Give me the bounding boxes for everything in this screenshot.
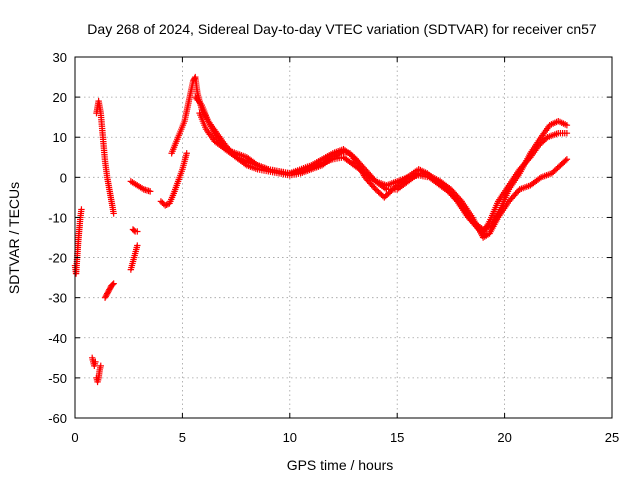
series-arc-12 [196, 109, 571, 241]
y-axis-label: SDTVAR / TECUs [6, 182, 22, 294]
data-point [110, 280, 117, 287]
series-arc-2 [88, 354, 99, 370]
data-point [162, 202, 169, 209]
data-point [78, 206, 85, 213]
data-point [542, 135, 550, 142]
data-point [563, 121, 571, 129]
grid [75, 57, 612, 418]
x-tick-label: 10 [283, 430, 297, 445]
series-arc-3 [93, 362, 104, 386]
data-point [110, 210, 117, 217]
x-tick-label: 25 [605, 430, 619, 445]
series-arc-11 [192, 93, 571, 233]
series-arc-8 [127, 178, 154, 195]
data-series [71, 73, 571, 386]
y-tick-label: -10 [48, 210, 67, 225]
y-tick-label: -50 [48, 371, 67, 386]
series-arc-6 [127, 242, 141, 273]
series-arc-4 [93, 97, 117, 217]
y-tick-label: 0 [60, 170, 67, 185]
y-tick-label: 30 [53, 50, 67, 65]
data-point [92, 358, 99, 366]
data-point [183, 150, 190, 157]
y-tick-label: -60 [48, 411, 67, 426]
x-axis-label: GPS time / hours [287, 457, 394, 473]
data-point [457, 196, 464, 204]
y-tick-label: -40 [48, 331, 67, 346]
y-tick-label: -30 [48, 291, 67, 306]
data-point [134, 242, 141, 249]
data-point [146, 188, 154, 195]
x-tick-label: 20 [497, 430, 511, 445]
plot-frame [74, 56, 613, 419]
data-point [371, 184, 378, 192]
data-point [130, 227, 138, 234]
data-point [562, 157, 569, 164]
y-tick-label: 20 [53, 90, 67, 105]
series-arc-5 [101, 280, 117, 301]
data-point [563, 130, 571, 137]
data-point [134, 228, 141, 235]
x-tick-label: 15 [390, 430, 404, 445]
axis-ticks: 0 5 10 15 20 25 -60 -50 -40 -30 -20 -10 0 10 20 30 [48, 50, 619, 445]
data-point [163, 201, 170, 208]
y-tick-label: 10 [53, 130, 67, 145]
x-tick-label: 0 [71, 430, 78, 445]
data-point [563, 156, 571, 163]
chart-title: Day 268 of 2024, Sidereal Day-to-day VTE… [87, 21, 597, 37]
series-arc-1 [71, 206, 85, 277]
data-point [97, 362, 104, 370]
x-tick-label: 5 [179, 430, 186, 445]
series-arc-7 [129, 226, 141, 235]
series-arc-10 [168, 73, 571, 237]
y-tick-label: -20 [48, 251, 67, 266]
series-arc-9 [157, 150, 190, 209]
data-point [109, 281, 116, 288]
